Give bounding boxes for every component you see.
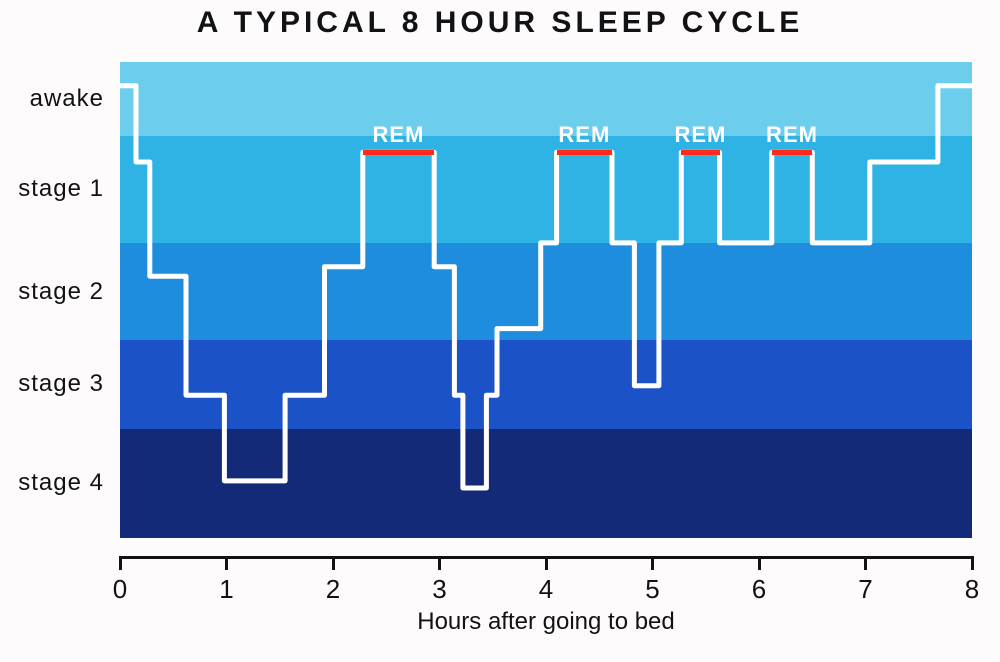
page: A TYPICAL 8 HOUR SLEEP CYCLE awake stage … [0,0,1000,662]
x-tick [332,556,335,570]
x-axis: 012345678 [120,556,972,616]
rem-marker [772,150,812,155]
plot-area: awakestage 1stage 2stage 3stage 4REMREMR… [120,62,972,538]
rem-label: REM [558,122,610,148]
x-tick [971,556,974,570]
rem-marker [681,150,719,155]
y-axis-label: stage 2 [18,278,120,306]
y-axis-label: awake [30,85,120,113]
rem-marker [557,150,612,155]
x-tick [438,556,441,570]
x-tick [119,556,122,570]
y-axis-label: stage 4 [18,469,120,497]
x-tick-label: 3 [432,574,446,605]
x-tick-label: 6 [752,574,766,605]
x-tick [864,556,867,570]
x-tick-label: 0 [113,574,127,605]
x-tick-label: 4 [539,574,553,605]
x-tick [225,556,228,570]
x-tick-label: 8 [965,574,979,605]
rem-label: REM [674,122,726,148]
chart-area: awakestage 1stage 2stage 3stage 4REMREMR… [120,62,972,658]
rem-label: REM [766,122,818,148]
rem-label: REM [373,122,425,148]
x-tick-label: 2 [326,574,340,605]
rem-marker [363,150,434,155]
x-tick [651,556,654,570]
chart-title: A TYPICAL 8 HOUR SLEEP CYCLE [0,6,1000,40]
y-axis-label: stage 1 [18,175,120,203]
x-tick-label: 5 [645,574,659,605]
x-tick-label: 1 [219,574,233,605]
x-tick [758,556,761,570]
y-axis-label: stage 3 [18,370,120,398]
x-axis-label: Hours after going to bed [120,608,972,636]
x-tick [545,556,548,570]
x-tick-label: 7 [858,574,872,605]
sleep-cycle-line [120,62,972,538]
